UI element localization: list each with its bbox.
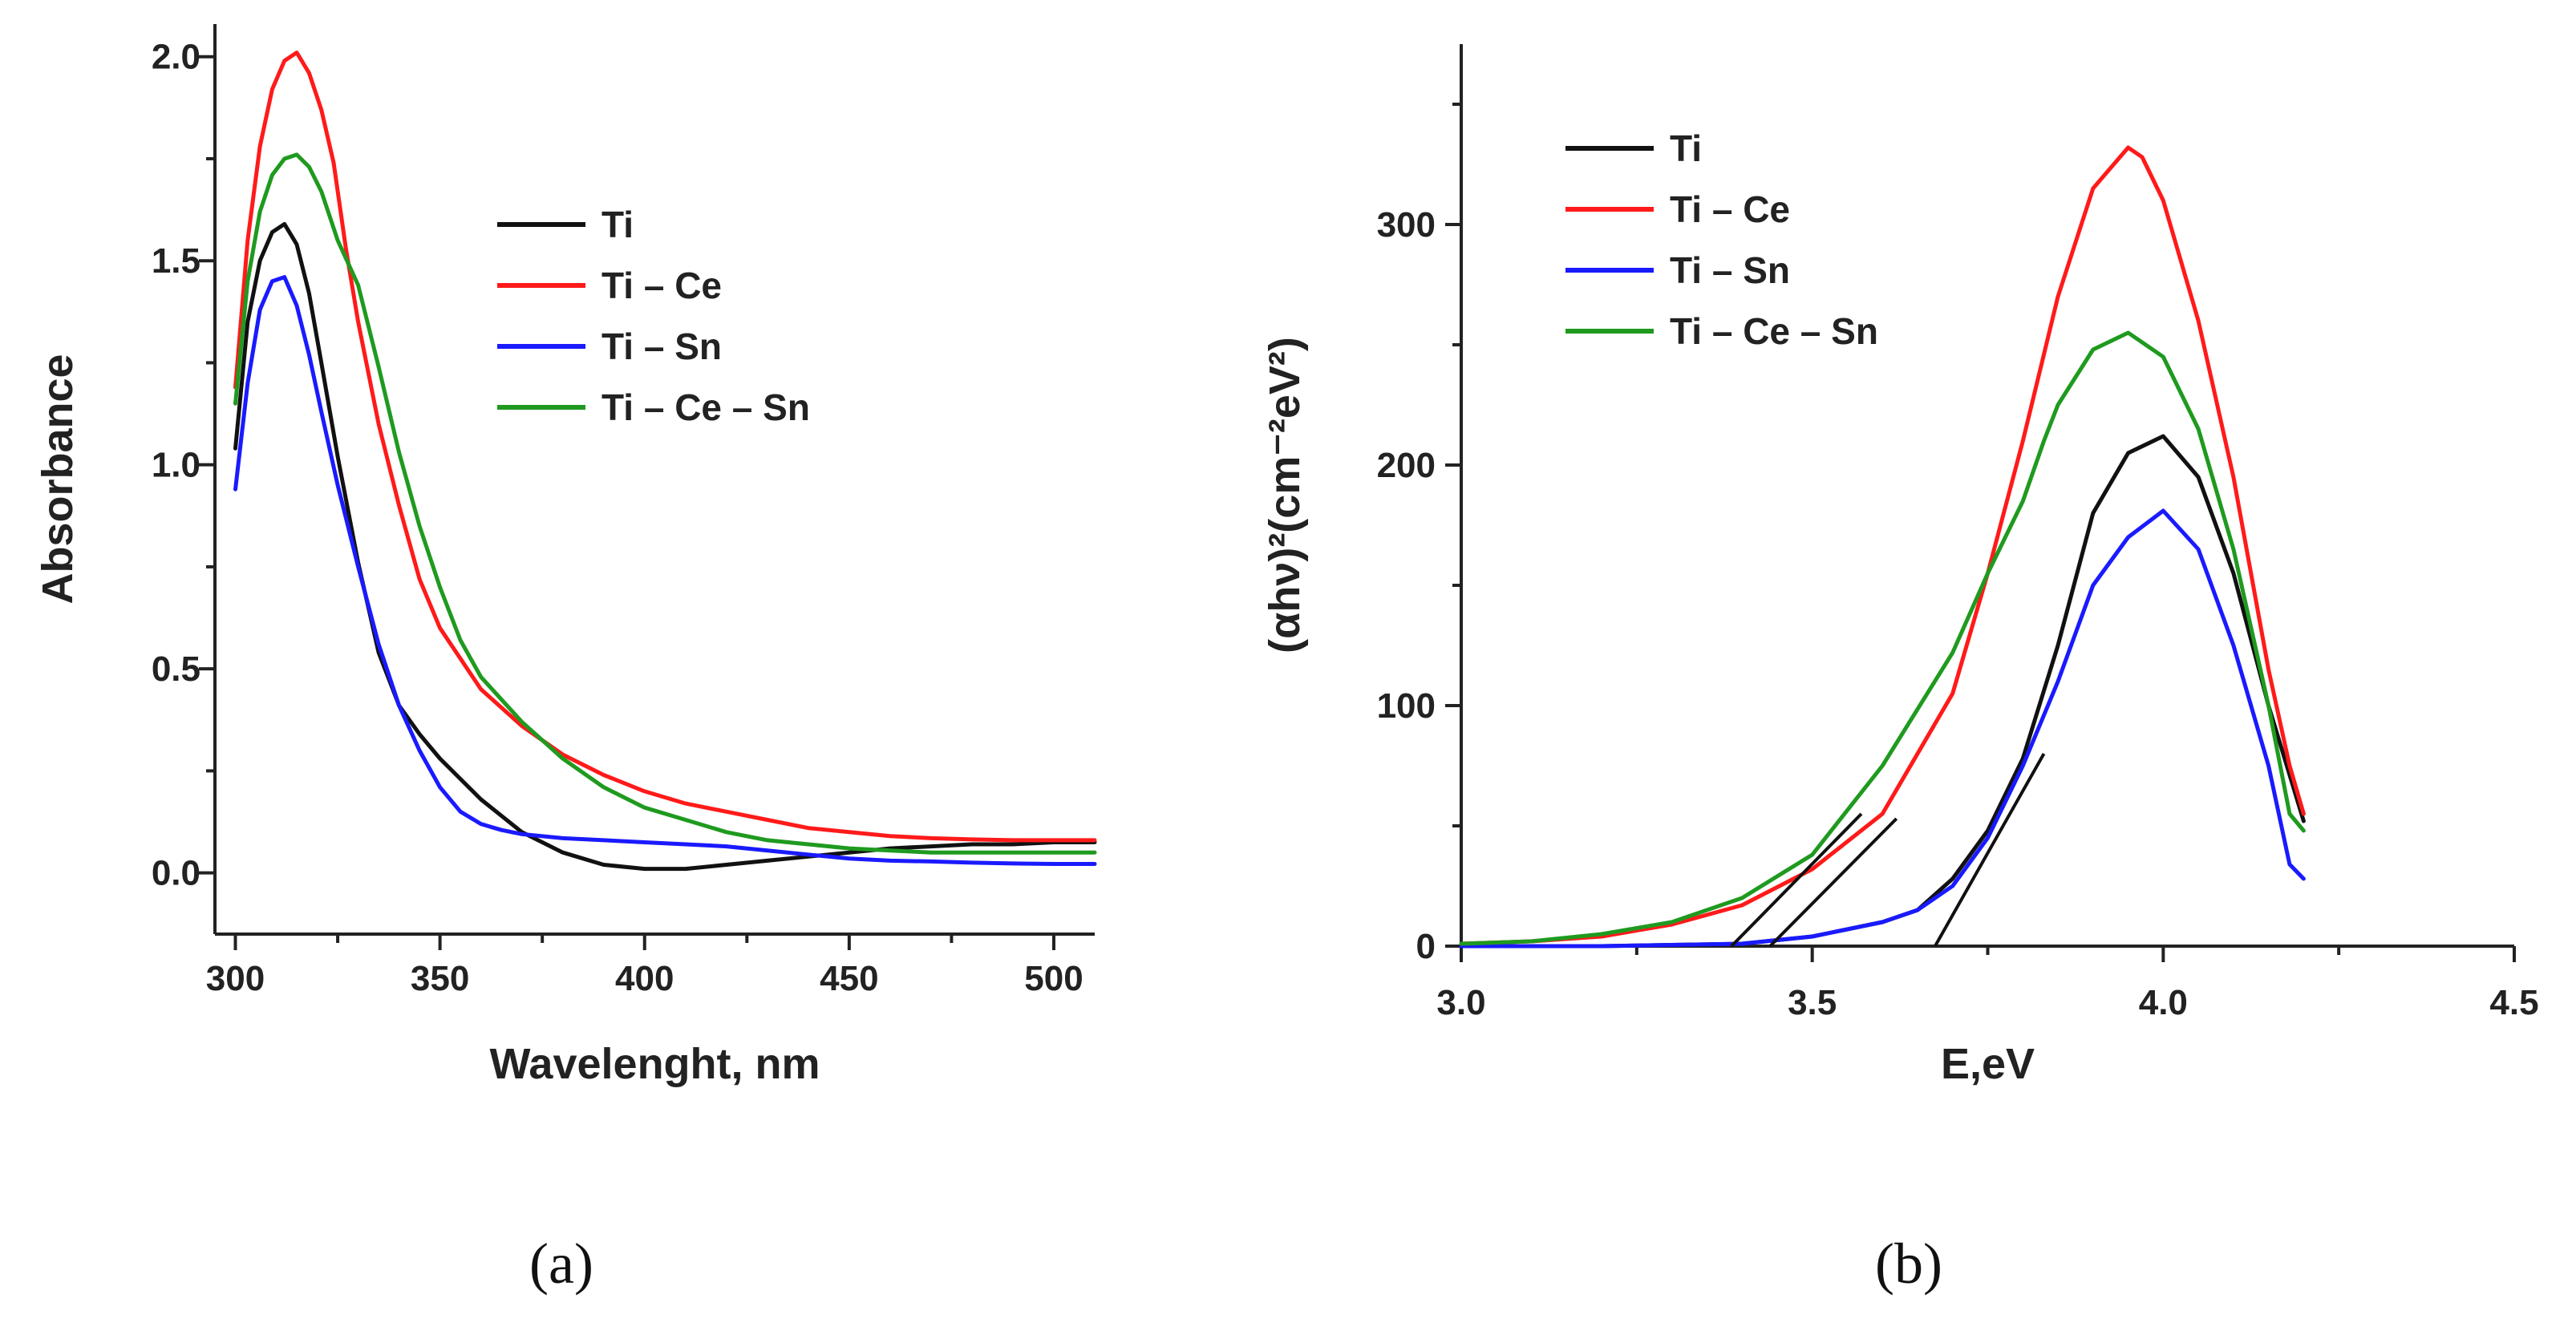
legend: Ti Ti – Ce Ti – Sn Ti – Ce – Sn — [1565, 127, 1878, 352]
legend-label-ti-ce: Ti – Ce — [1670, 188, 1790, 230]
panel-a-chart: 300 350 400 450 500 0.0 0.5 1.0 1.5 2.0 Wavelenght… — [34, 24, 1097, 1296]
y-tick-label: 0 — [1416, 927, 1436, 966]
panel-b-chart: 3.0 3.5 4.0 4.5 0 100 200 300 E,eV (αhν)²(cm⁻²eV²… — [1261, 44, 2539, 1296]
legend-label-ti-sn: Ti – Sn — [1670, 249, 1790, 291]
panel-label: (a) — [529, 1232, 593, 1296]
x-tick-label: 500 — [1024, 959, 1083, 998]
panel-label: (b) — [1875, 1232, 1942, 1296]
legend-label-ti: Ti — [601, 204, 634, 245]
legend-label-ti: Ti — [1670, 127, 1702, 169]
legend-label-ti-sn: Ti – Sn — [601, 326, 722, 367]
y-tick-label: 200 — [1377, 446, 1436, 485]
tangent-line — [1768, 817, 1898, 948]
y-axis-title: Absorbance — [34, 354, 82, 604]
x-tick-label: 300 — [206, 959, 265, 998]
y-tick-label: 100 — [1377, 686, 1436, 726]
x-tick-label: 350 — [411, 959, 469, 998]
x-tick-label: 400 — [615, 959, 674, 998]
legend-label-ti-ce-sn: Ti – Ce – Sn — [1670, 310, 1878, 352]
tangent-line — [1934, 753, 2046, 947]
legend-label-ti-ce-sn: Ti – Ce – Sn — [601, 386, 810, 428]
y-tick-label: 300 — [1377, 205, 1436, 245]
series-line-ti — [1459, 434, 2306, 949]
series-line-ti — [233, 221, 1097, 872]
y-tick-label: 1.0 — [152, 446, 200, 485]
legend-label-ti-ce: Ti – Ce — [601, 265, 722, 306]
legend: Ti Ti – Ce Ti – Sn Ti – Ce – Sn — [497, 204, 810, 428]
series-line-ti-ce-sn — [1459, 330, 2306, 946]
y-tick-label: 1.5 — [152, 241, 200, 281]
series-line-ti-ce — [233, 51, 1097, 843]
series-line-ti-ce-sn — [233, 152, 1097, 855]
x-tick-label: 3.5 — [1788, 983, 1837, 1022]
y-tick-label: 0.5 — [152, 649, 200, 689]
series-line-ti-sn — [233, 275, 1097, 866]
y-tick-label: 2.0 — [152, 38, 200, 77]
x-axis-title: Wavelenght, nm — [489, 1040, 820, 1088]
x-tick-label: 4.5 — [2489, 983, 2538, 1022]
y-tick-label: 0.0 — [152, 854, 200, 893]
series-line-ti-sn — [1459, 508, 2306, 949]
x-axis-title: E,eV — [1941, 1040, 2035, 1088]
x-tick-label: 4.0 — [2139, 983, 2188, 1022]
x-tick-label: 3.0 — [1436, 983, 1485, 1022]
y-axis-title: (αhν)²(cm⁻²eV²) — [1261, 337, 1309, 653]
series-line-ti-ce — [1459, 145, 2306, 946]
x-tick-label: 450 — [820, 959, 878, 998]
tangent-line — [1730, 812, 1863, 948]
